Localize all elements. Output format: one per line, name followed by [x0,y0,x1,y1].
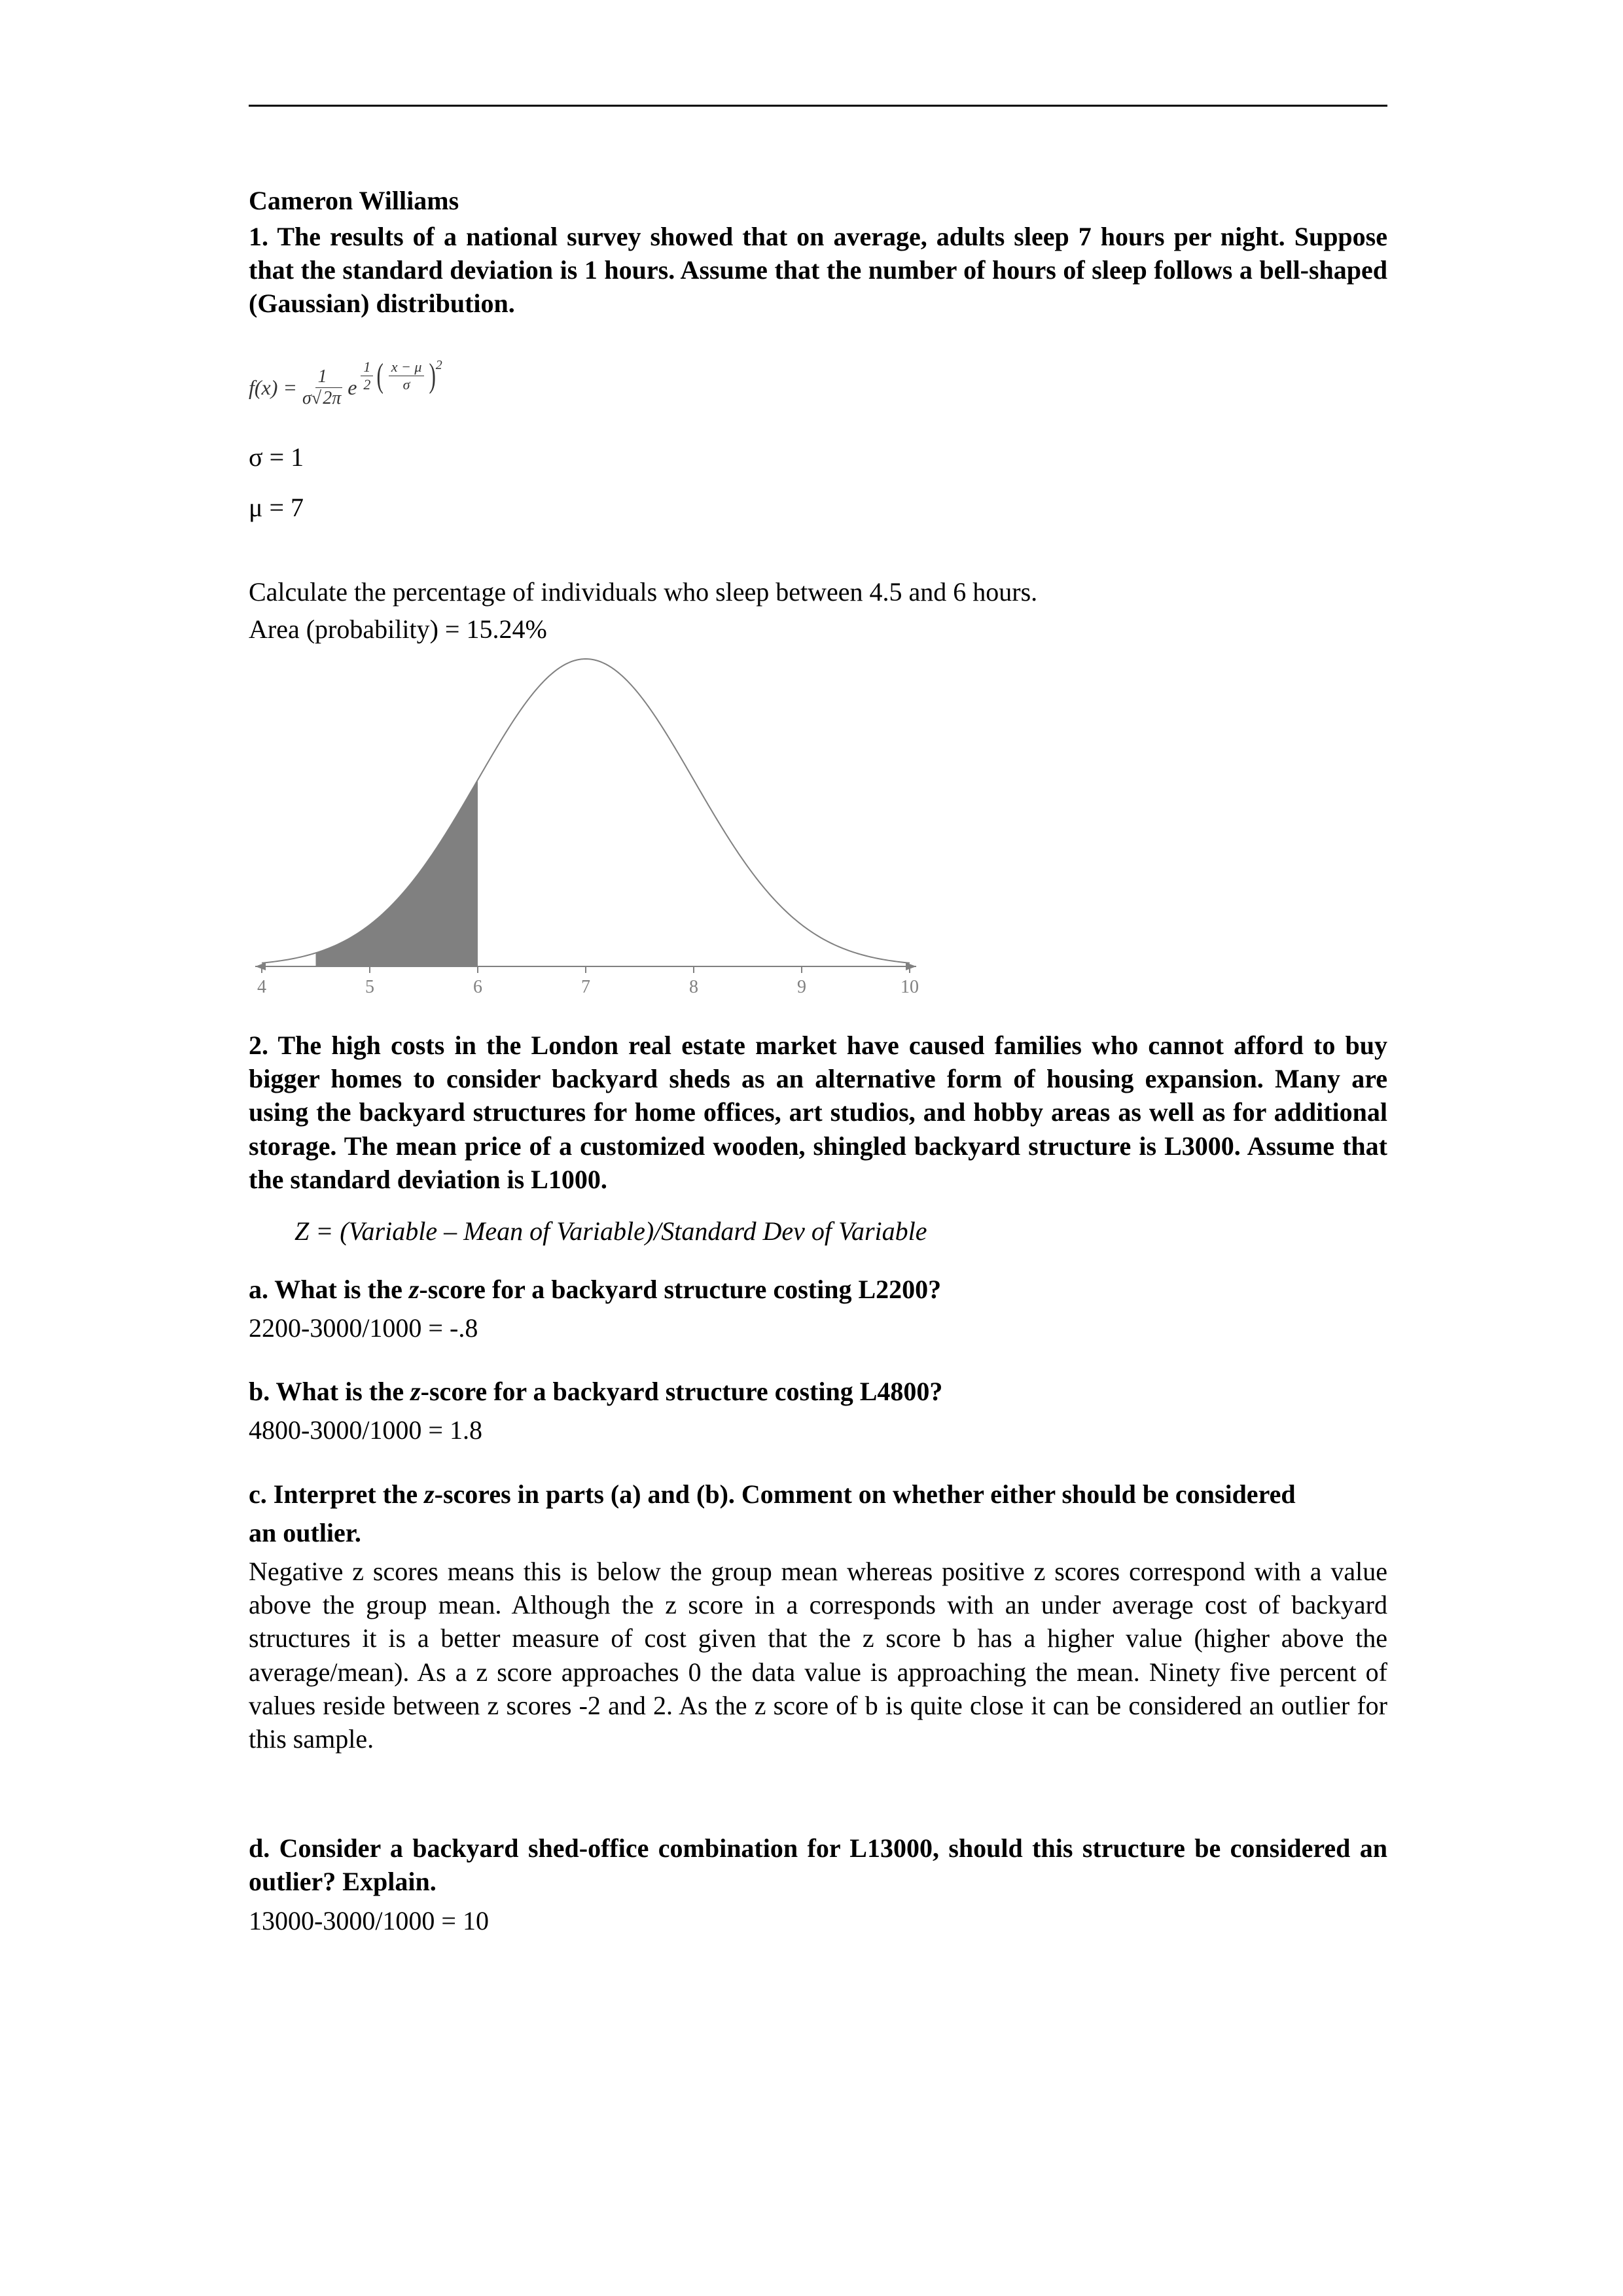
q2d-prompt: d. Consider a backyard shed-office combi… [249,1831,1387,1898]
q1-prompt: 1. The results of a national survey show… [249,220,1387,321]
q2a-prompt: a. What is the z-score for a backyard st… [249,1273,1387,1306]
z-italic: z [409,1275,419,1304]
q2b-prompt: b. What is the z-score for a backyard st… [249,1375,1387,1408]
normal-curve-chart: 4 5 6 7 8 9 10 [249,652,1387,1002]
q2c-prompt-line2: an outlier. [249,1516,1387,1549]
header-rule [249,105,1387,107]
gaussian-pdf-formula: f(x) = 1 σ√2π e 1 2 ( x − μ σ ) [249,366,1387,409]
svg-text:10: 10 [901,977,919,997]
svg-text:8: 8 [689,977,698,997]
q2c-prompt-pre: c. Interpret the [249,1479,424,1509]
svg-text:7: 7 [581,977,590,997]
mu-line: μ = 7 [249,492,1387,523]
author-name: Cameron Williams [249,185,1387,216]
page: Cameron Williams 1. The results of a nat… [0,0,1623,2296]
svg-text:6: 6 [473,977,482,997]
q1-calc-prompt: Calculate the percentage of individuals … [249,575,1387,609]
z-italic: z [410,1377,421,1406]
sigma-line: σ = 1 [249,442,1387,472]
q2-prompt: 2. The high costs in the London real est… [249,1029,1387,1196]
svg-text:9: 9 [797,977,806,997]
q2b-answer: 4800-3000/1000 = 1.8 [249,1413,1387,1447]
q2d-answer: 13000-3000/1000 = 10 [249,1904,1387,1937]
svg-text:5: 5 [365,977,374,997]
q2c-prompt-post: -scores in parts (a) and (b). Comment on… [435,1479,1296,1509]
q2a-answer: 2200-3000/1000 = -.8 [249,1311,1387,1345]
z-formula: Z = (Variable – Mean of Variable)/Standa… [294,1216,1387,1246]
q2b-prompt-pre: b. What is the [249,1377,410,1406]
q2c-answer: Negative z scores means this is below th… [249,1555,1387,1756]
q2b-prompt-post: -score for a backyard structure costing … [421,1377,943,1406]
q2a-prompt-pre: a. What is the [249,1275,409,1304]
q1-area-line: Area (probability) = 15.24% [249,612,1387,646]
q2a-prompt-post: -score for a backyard structure costing … [419,1275,941,1304]
svg-text:4: 4 [257,977,266,997]
z-italic: z [424,1479,435,1509]
q2c-prompt-line1: c. Interpret the z-scores in parts (a) a… [249,1477,1387,1511]
